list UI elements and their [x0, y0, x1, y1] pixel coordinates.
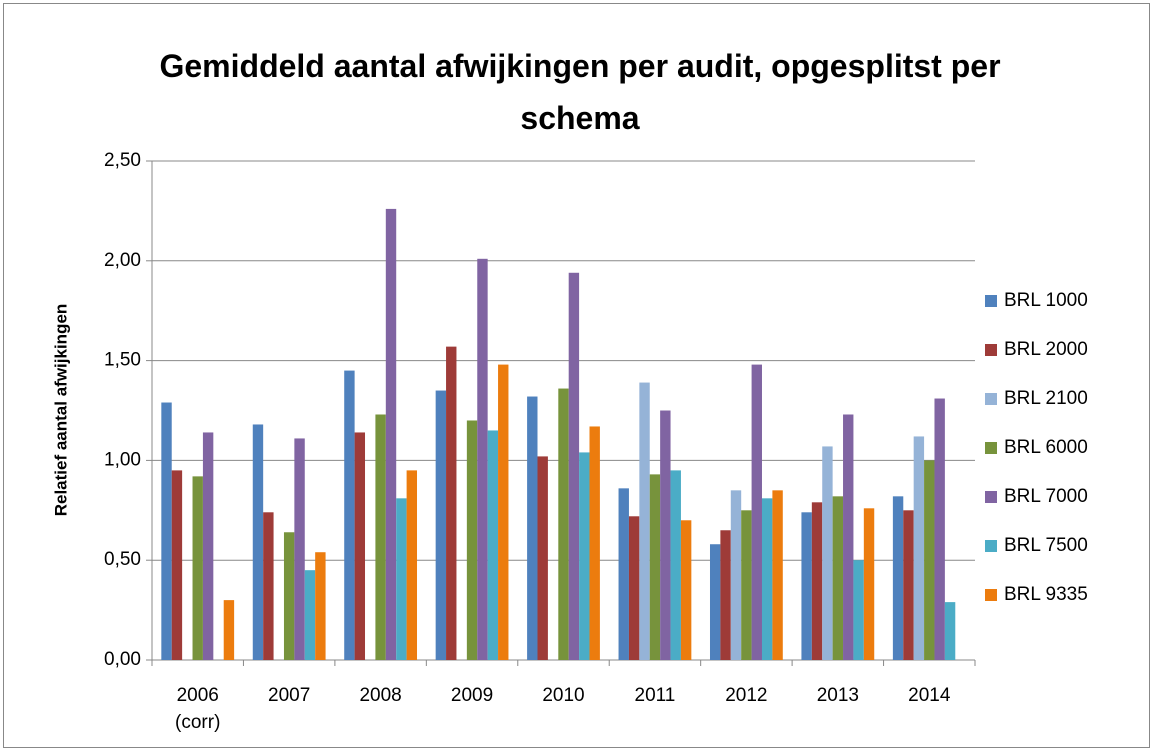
bar — [761, 498, 773, 660]
bar — [853, 560, 864, 660]
bar — [446, 346, 457, 660]
y-tick-label: 0,50 — [104, 549, 141, 570]
bar — [263, 512, 274, 660]
bar — [863, 508, 875, 660]
bar — [670, 470, 681, 660]
bar — [751, 364, 762, 660]
bar — [294, 438, 305, 660]
bar — [649, 474, 661, 660]
x-tick-label: 2014 — [908, 685, 951, 706]
bar — [772, 490, 783, 660]
bar — [315, 552, 326, 660]
chart-border — [3, 3, 1150, 748]
bar — [568, 272, 580, 660]
x-tick-label: 2012 — [725, 685, 768, 706]
legend-label: BRL 6000 — [1004, 437, 1088, 458]
bar — [832, 496, 844, 660]
bar — [903, 510, 914, 660]
legend-swatch — [985, 344, 997, 356]
legend-label: BRL 9335 — [1004, 584, 1088, 605]
bar — [709, 544, 721, 660]
y-tick-label: 2,50 — [104, 150, 141, 171]
bar — [628, 516, 640, 660]
bar — [811, 502, 823, 660]
bar — [618, 488, 629, 660]
legend-swatch — [985, 442, 997, 454]
bar — [171, 470, 183, 660]
bar — [498, 364, 509, 660]
legend-swatch — [985, 540, 997, 552]
x-tick-label: 2011 — [634, 685, 676, 706]
bar — [375, 414, 386, 660]
legend-swatch — [985, 393, 997, 405]
bar — [730, 490, 742, 660]
x-tick-label: 2009 — [450, 685, 494, 706]
bar — [944, 602, 956, 660]
bar — [801, 512, 812, 660]
legend-label: BRL 2000 — [1004, 339, 1088, 360]
bar — [202, 432, 214, 660]
bar — [385, 208, 397, 661]
bar — [537, 456, 548, 660]
x-tick-label: 2010 — [542, 685, 585, 706]
bar — [527, 396, 538, 660]
bar — [680, 520, 692, 660]
legend-label: BRL 1000 — [1004, 290, 1088, 311]
bar — [579, 452, 590, 660]
bar — [192, 476, 203, 660]
legend-label: BRL 7000 — [1004, 486, 1088, 507]
bar — [283, 532, 295, 660]
bar — [223, 600, 235, 660]
bar — [639, 382, 650, 660]
bar — [435, 390, 447, 660]
bar — [396, 498, 407, 660]
x-tick-label: 2007 — [268, 685, 311, 706]
y-tick-label: 1,00 — [104, 449, 141, 470]
y-tick-label: 1,50 — [104, 350, 141, 371]
x-tick-label: 2006 (corr) — [175, 685, 221, 733]
legend-label: BRL 2100 — [1004, 388, 1088, 409]
bar — [304, 570, 316, 660]
bar — [558, 388, 569, 660]
bar — [741, 510, 752, 660]
bar — [161, 402, 172, 660]
bar — [406, 470, 418, 660]
y-tick-label: 2,00 — [104, 250, 141, 271]
legend-label: BRL 7500 — [1004, 535, 1088, 556]
bar — [354, 432, 366, 660]
bar — [252, 424, 264, 660]
y-axis-label: Relatief aantal afwijkingen — [51, 304, 70, 517]
bar — [843, 414, 854, 660]
bar — [720, 530, 731, 660]
bar — [822, 446, 833, 660]
legend-swatch — [985, 295, 997, 307]
bar — [589, 426, 600, 660]
y-tick-label: 0,00 — [104, 649, 141, 670]
bar — [477, 258, 488, 660]
bar — [466, 420, 478, 660]
bar — [934, 398, 945, 660]
legend-swatch — [985, 589, 997, 601]
legend-swatch — [985, 491, 997, 503]
bar — [660, 410, 671, 660]
bar — [892, 496, 904, 660]
bar — [913, 436, 925, 660]
x-tick-label: 2013 — [816, 685, 859, 706]
bar — [344, 370, 355, 660]
bar — [924, 460, 935, 660]
chart-title: Gemiddeld aantal afwijkingen per audit, … — [159, 48, 1001, 136]
bar — [487, 430, 499, 660]
x-tick-label: 2008 — [359, 685, 402, 706]
